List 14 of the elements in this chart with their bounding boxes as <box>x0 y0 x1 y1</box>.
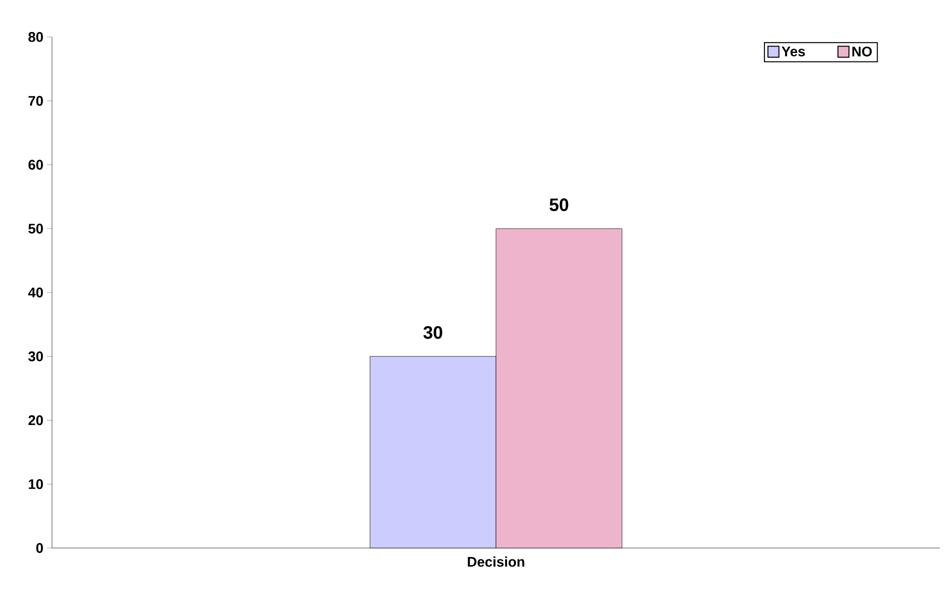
y-tick-label: 70 <box>28 96 43 106</box>
data-label: 50 <box>550 198 568 212</box>
legend-label: NO <box>852 46 872 56</box>
y-tick-label: 50 <box>28 224 43 234</box>
y-tick-label: 10 <box>28 479 43 490</box>
y-tick-label: 30 <box>28 351 43 362</box>
x-tick-label: Decision <box>468 556 524 567</box>
y-tick-label: 60 <box>28 160 43 170</box>
data-label: 30 <box>423 326 442 339</box>
y-tick-label: 80 <box>28 32 43 42</box>
legend-label: Yes <box>782 46 805 56</box>
y-tick-label: 20 <box>28 415 43 426</box>
y-tick-label: 0 <box>36 543 43 553</box>
y-tick-label: 40 <box>28 288 43 298</box>
